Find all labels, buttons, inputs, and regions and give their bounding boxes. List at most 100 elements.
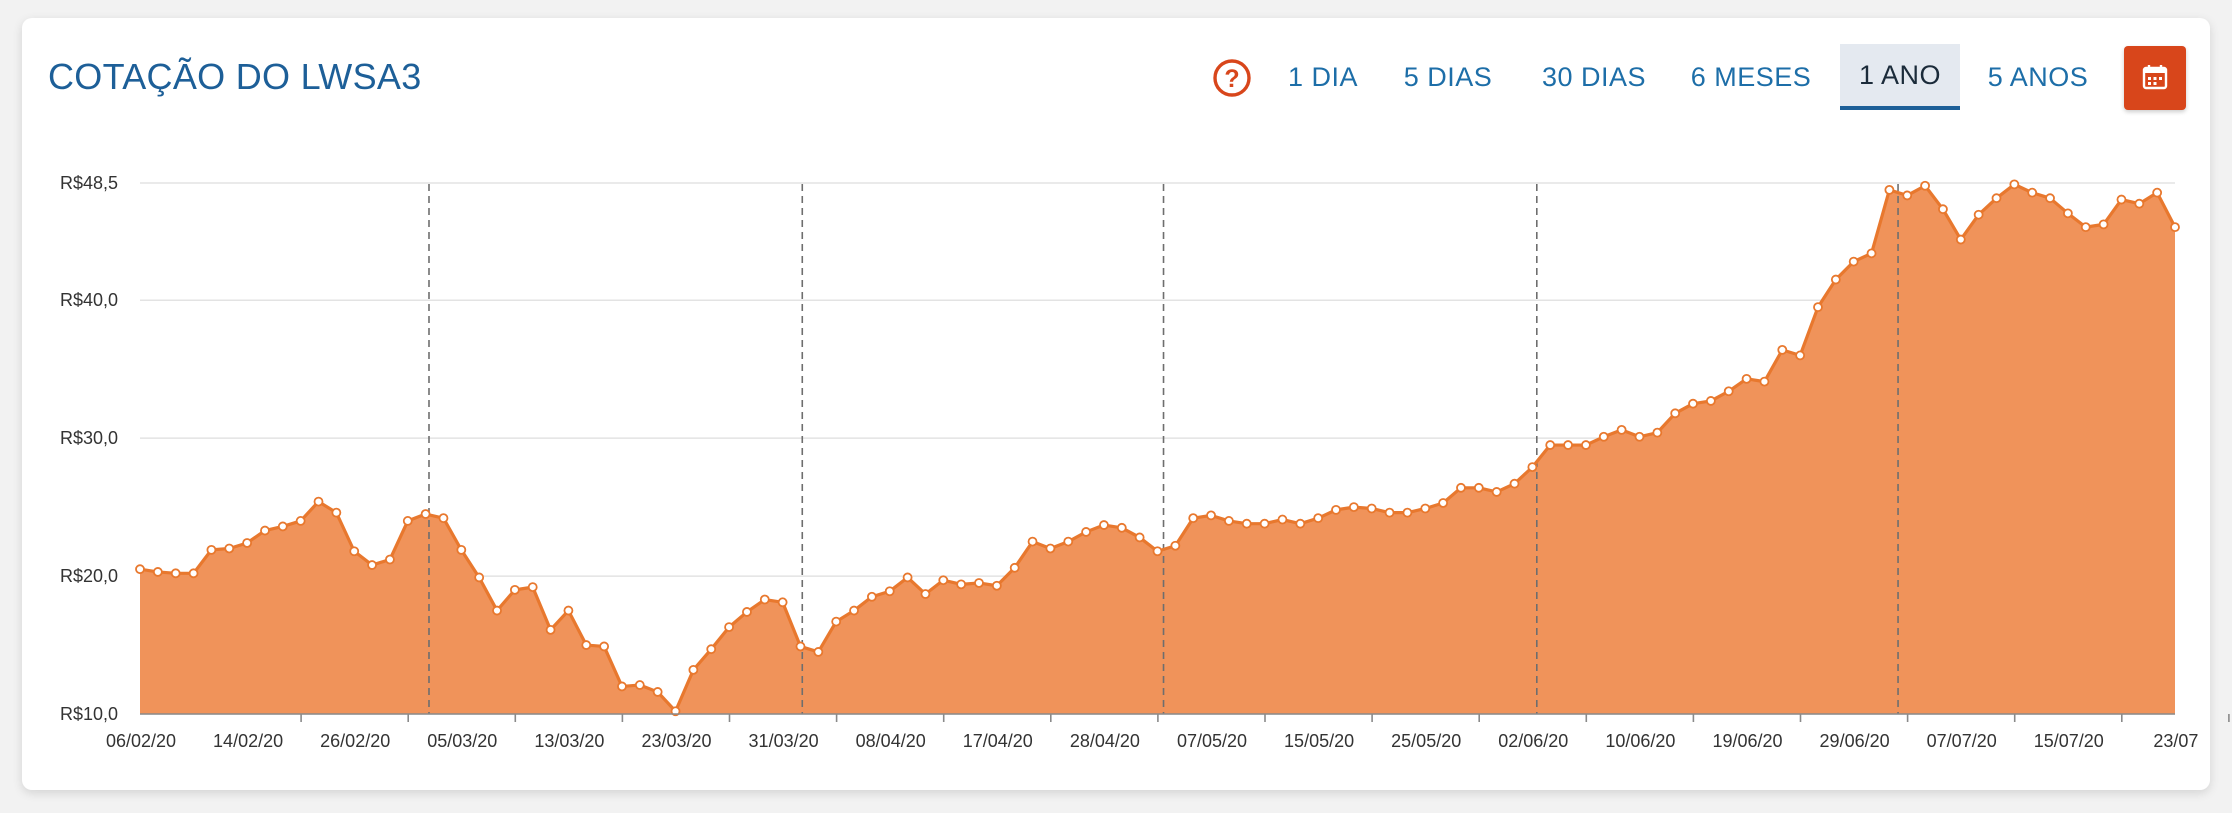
data-point — [1313, 513, 1324, 524]
data-point — [634, 680, 645, 690]
price-area — [140, 184, 2175, 715]
y-tick-label: R$20,0 — [60, 566, 118, 586]
data-point — [974, 578, 984, 588]
period-1-dia-button[interactable]: 1 DIA — [1280, 44, 1366, 110]
data-point — [1955, 234, 1966, 245]
data-point — [1509, 478, 1520, 489]
calendar-icon — [2142, 65, 2168, 90]
data-point — [2170, 222, 2180, 233]
data-point — [902, 572, 913, 583]
data-point — [1813, 302, 1823, 313]
data-point — [295, 516, 306, 526]
y-tick-label: R$10,0 — [60, 704, 118, 724]
data-point — [1259, 518, 1270, 529]
data-point — [492, 605, 502, 616]
x-tick-label: 07/07/20 — [1927, 731, 1997, 751]
data-point — [456, 544, 467, 555]
x-tick-label: 15/07/20 — [2034, 731, 2104, 751]
data-point — [1491, 487, 1502, 497]
data-point — [1902, 190, 1913, 201]
data-point — [1759, 376, 1770, 387]
data-point — [206, 544, 217, 555]
data-point — [224, 543, 235, 554]
data-point — [2080, 222, 2091, 233]
page-title: COTAÇÃO DO LWSA3 — [48, 56, 422, 97]
data-point — [795, 641, 806, 652]
data-point — [152, 567, 163, 577]
data-point — [1991, 193, 2002, 204]
x-tick-label: 05/03/20 — [427, 731, 497, 751]
data-point — [742, 607, 752, 617]
data-point — [1366, 503, 1377, 514]
data-point — [242, 538, 253, 548]
data-point — [599, 641, 610, 652]
period-30-dias-button[interactable]: 30 DIAS — [1532, 44, 1656, 110]
data-point — [1741, 373, 1752, 384]
data-point — [1063, 536, 1074, 547]
x-tick-label: 14/02/20 — [213, 731, 283, 751]
data-point — [1009, 562, 1020, 573]
data-point — [1634, 431, 1645, 442]
data-point — [170, 568, 181, 579]
x-tick-label: 26/02/20 — [320, 731, 390, 751]
data-point — [866, 591, 877, 602]
data-point — [831, 616, 842, 627]
x-tick-label: 06/02/20 — [106, 731, 176, 751]
data-point — [1081, 527, 1091, 537]
period-5-dias-button[interactable]: 5 DIAS — [1394, 44, 1502, 110]
data-point — [1652, 427, 1663, 438]
data-point — [385, 554, 395, 565]
data-point — [1348, 502, 1359, 513]
y-tick-label: R$30,0 — [60, 428, 118, 448]
data-point — [813, 647, 824, 657]
x-tick-label: 08/04/20 — [856, 731, 926, 751]
data-point — [1581, 440, 1591, 450]
data-point — [1723, 386, 1734, 397]
data-point — [545, 624, 556, 635]
x-tick-label: 28/04/20 — [1070, 731, 1140, 751]
data-point — [1920, 180, 1930, 191]
data-point — [1848, 256, 1859, 267]
data-point — [2009, 179, 2020, 190]
help-icon[interactable]: ? — [1212, 58, 1252, 98]
data-point — [1777, 344, 1788, 355]
period-1-ano-button[interactable]: 1 ANO — [1840, 44, 1960, 110]
data-point — [260, 525, 270, 536]
data-point — [1402, 507, 1413, 518]
x-tick-label: 02/06/20 — [1498, 731, 1568, 751]
data-point — [2098, 219, 2109, 230]
period-5-anos-button[interactable]: 5 ANOS — [1978, 44, 2098, 110]
data-point — [1830, 274, 1841, 285]
data-point — [2062, 208, 2073, 219]
data-point — [1384, 507, 1395, 518]
data-point — [2152, 187, 2163, 198]
data-point — [1938, 204, 1948, 215]
data-point — [2116, 194, 2127, 205]
data-point — [277, 521, 288, 532]
data-point — [1241, 518, 1252, 529]
data-point — [1438, 498, 1449, 508]
data-point — [2027, 187, 2038, 198]
data-point — [563, 605, 574, 616]
svg-text:?: ? — [1224, 65, 1239, 93]
data-point — [991, 580, 1002, 591]
data-point — [1545, 440, 1556, 450]
data-point — [1420, 503, 1431, 514]
data-point — [527, 582, 538, 593]
x-tick-label: 31/03/20 — [749, 731, 819, 751]
period-6-meses-button[interactable]: 6 MESES — [1684, 44, 1818, 110]
data-point — [1670, 408, 1681, 419]
data-point — [1527, 462, 1538, 473]
calendar-button[interactable] — [2124, 46, 2186, 110]
data-point — [438, 513, 449, 524]
data-point — [920, 589, 931, 599]
x-tick-label: 19/06/20 — [1712, 731, 1782, 751]
data-point — [1295, 518, 1306, 529]
data-point — [1884, 184, 1895, 195]
data-point — [1152, 546, 1163, 557]
data-point — [135, 564, 145, 575]
x-tick-label: 13/03/20 — [534, 731, 604, 751]
data-point — [724, 622, 734, 633]
x-tick-label: 25/05/20 — [1391, 731, 1461, 751]
data-point — [849, 605, 859, 616]
